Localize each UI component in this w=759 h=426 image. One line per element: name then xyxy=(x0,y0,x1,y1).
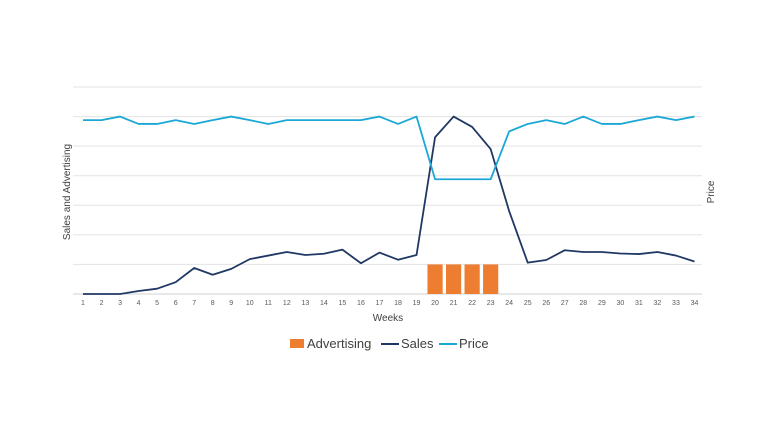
x-tick-label: 4 xyxy=(137,300,141,307)
grid xyxy=(73,86,702,295)
x-tick-label: 17 xyxy=(376,300,384,307)
advertising-bar xyxy=(483,264,499,294)
x-tick-label: 19 xyxy=(413,300,421,307)
x-tick-label: 13 xyxy=(301,300,309,307)
x-tick-label: 12 xyxy=(283,300,291,307)
x-axis-title: Weeks xyxy=(373,313,403,324)
x-tick-label: 33 xyxy=(672,300,680,307)
series-lines xyxy=(83,115,695,295)
x-tick-label: 5 xyxy=(155,300,159,307)
x-tick-label: 29 xyxy=(598,300,606,307)
x-tick-label: 26 xyxy=(542,300,550,307)
x-tick-label: 24 xyxy=(505,300,513,307)
sales-line xyxy=(83,115,695,295)
x-tick-label: 23 xyxy=(487,300,495,307)
x-tick-label: 2 xyxy=(100,300,104,307)
advertising-bar xyxy=(464,264,480,294)
x-tick-label: 10 xyxy=(246,300,254,307)
price-line xyxy=(83,115,695,181)
x-tick-label: 6 xyxy=(174,300,178,307)
x-tick-label: 20 xyxy=(431,300,439,307)
advertising-bar xyxy=(446,264,462,294)
x-tick-label: 1 xyxy=(81,300,85,307)
legend-swatch-advertising xyxy=(290,339,304,348)
x-tick-label: 22 xyxy=(468,300,476,307)
legend-item-price: Price xyxy=(439,336,489,351)
y2-axis-title: Price xyxy=(706,180,717,203)
legend-label-price: Price xyxy=(459,336,489,351)
x-tick-label: 31 xyxy=(635,300,643,307)
x-tick-label: 32 xyxy=(654,300,662,307)
x-tick-label: 28 xyxy=(579,300,587,307)
x-tick-label: 14 xyxy=(320,300,328,307)
x-tick-label: 7 xyxy=(192,300,196,307)
x-tick-labels: 1 2 3 4 5 6 7 8 9 10 11 12 13 14 15 16 17 18 19 20 21 22 23 24 2… xyxy=(81,300,698,307)
x-tick-label: 8 xyxy=(211,300,215,307)
x-tick-label: 27 xyxy=(561,300,569,307)
x-tick-label: 15 xyxy=(339,300,347,307)
x-tick-label: 11 xyxy=(265,300,272,307)
legend-item-sales: Sales xyxy=(381,336,434,351)
x-tick-label: 3 xyxy=(118,300,122,307)
x-tick-label: 30 xyxy=(616,300,624,307)
x-tick-label: 9 xyxy=(229,300,233,307)
legend-label-advertising: Advertising xyxy=(307,336,371,351)
legend: Advertising Sales Price xyxy=(290,336,489,351)
advertising-bars xyxy=(427,264,499,294)
x-tick-label: 16 xyxy=(357,300,365,307)
x-tick-label: 18 xyxy=(394,300,402,307)
legend-item-advertising: Advertising xyxy=(290,336,371,351)
x-tick-label: 25 xyxy=(524,300,532,307)
x-tick-label: 21 xyxy=(450,300,458,307)
y-axis-title: Sales and Advertising xyxy=(62,144,73,240)
legend-label-sales: Sales xyxy=(401,336,434,351)
x-tick-label: 34 xyxy=(691,300,699,307)
advertising-bar xyxy=(427,264,443,294)
